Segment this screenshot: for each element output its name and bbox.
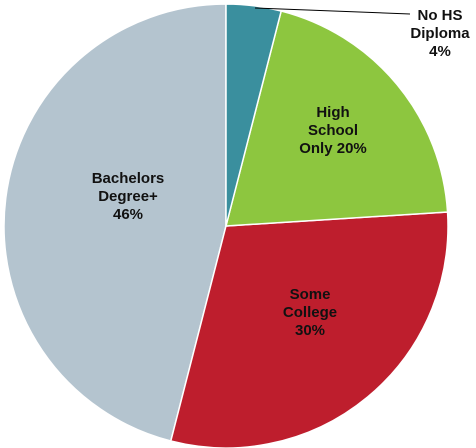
slice-label: Bachelors Degree+ 46% <box>87 170 169 224</box>
category-label: High School Only <box>299 104 358 157</box>
slice-label: Some College 30% <box>279 286 341 340</box>
value-label: 4% <box>429 43 451 60</box>
category-label: Some College <box>282 286 338 321</box>
value-label: 30% <box>294 322 326 339</box>
pie-slice <box>225 10 449 227</box>
value-label: 20% <box>336 140 367 157</box>
slice-label: High School Only 20% <box>294 104 372 158</box>
category-label: No HS Diploma <box>410 7 470 42</box>
value-label: 46% <box>112 206 144 223</box>
pie-slice <box>3 3 227 442</box>
pie-slice <box>225 3 283 227</box>
category-label: Bachelors Degree+ <box>91 170 165 205</box>
leader-line <box>254 7 411 15</box>
slice-label: No HS Diploma 4% <box>404 7 476 61</box>
